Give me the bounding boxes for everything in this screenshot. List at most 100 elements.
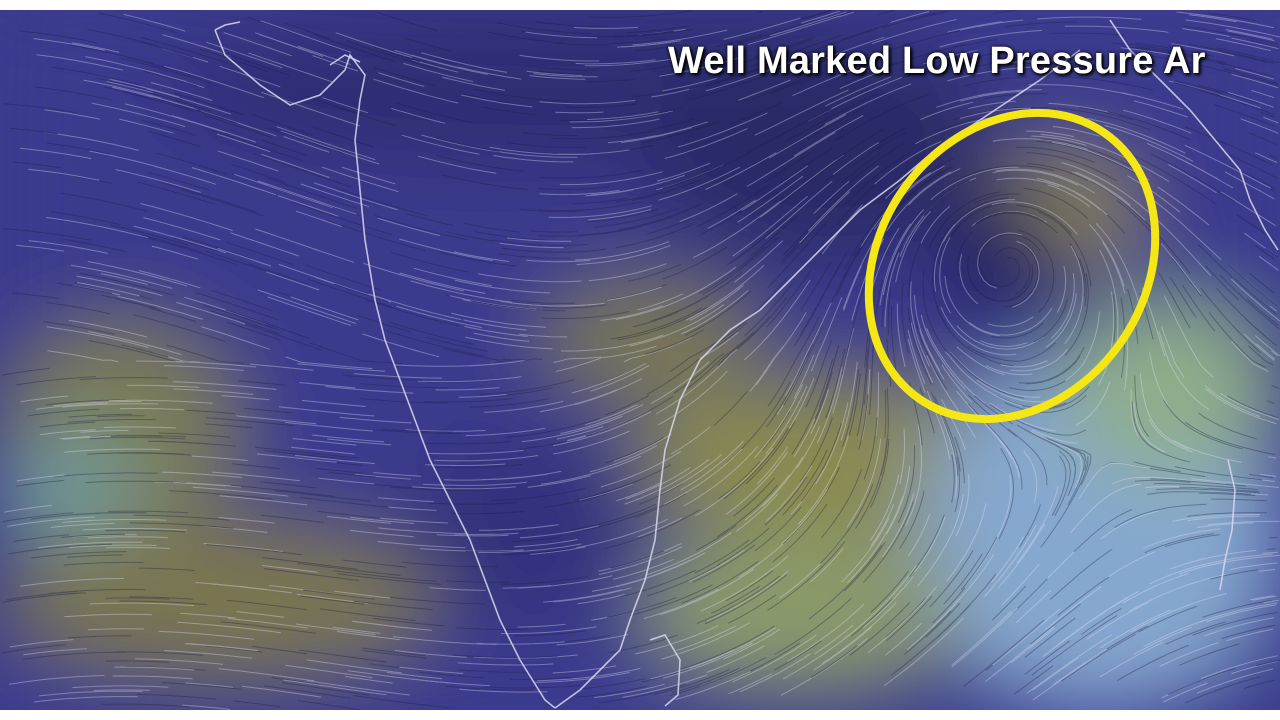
wind-streak xyxy=(468,398,549,408)
wind-streak xyxy=(1012,240,1040,308)
wind-streak xyxy=(1256,343,1276,360)
wind-streak xyxy=(744,474,790,521)
wind-streak xyxy=(421,134,492,152)
wind-streak xyxy=(236,611,285,618)
wind-streak xyxy=(841,153,881,184)
wind-streak xyxy=(587,208,652,221)
wind-streak xyxy=(74,512,147,516)
wind-streak xyxy=(600,450,682,488)
wind-streak xyxy=(637,517,683,538)
wind-streak xyxy=(9,127,58,135)
wind-streak xyxy=(62,435,111,440)
wind-streak xyxy=(129,522,234,529)
wind-streak xyxy=(1170,549,1257,570)
wind-streak xyxy=(629,59,701,72)
wind-streak xyxy=(1158,330,1210,411)
wind-streak xyxy=(205,417,294,427)
wind-streak xyxy=(1032,654,1100,701)
wind-streak xyxy=(449,295,537,310)
wind-streak xyxy=(632,311,679,328)
wind-streak xyxy=(553,42,610,46)
wind-streak xyxy=(50,522,115,528)
wind-streak xyxy=(526,70,583,76)
wind-streak xyxy=(641,121,719,144)
wind-streak xyxy=(741,165,809,211)
wind-streak xyxy=(997,523,1046,589)
wind-streak xyxy=(885,623,922,656)
wind-streak xyxy=(810,389,829,435)
wind-streak xyxy=(299,382,356,389)
wind-streak xyxy=(49,589,146,594)
wind-streak xyxy=(617,40,681,48)
wind-streak xyxy=(454,532,519,536)
wind-streak xyxy=(2,367,50,376)
wind-streak xyxy=(878,10,895,16)
wind-streak xyxy=(754,384,804,458)
wind-streak xyxy=(813,180,850,214)
wind-streak xyxy=(74,281,153,300)
wind-streak xyxy=(106,546,171,549)
wind-streak xyxy=(738,19,816,44)
wind-streak xyxy=(1240,313,1278,347)
wind-streak xyxy=(1228,264,1279,307)
wind-streak xyxy=(630,584,713,616)
wind-streak xyxy=(515,634,611,645)
wind-streak xyxy=(1148,562,1210,585)
wind-streak xyxy=(821,468,863,539)
wind-streak xyxy=(176,361,257,368)
wind-streak xyxy=(47,302,111,315)
wind-streak xyxy=(171,115,257,143)
wind-streak xyxy=(989,402,1056,432)
wind-streak xyxy=(125,666,206,671)
wind-streak xyxy=(1176,11,1264,27)
wind-streak xyxy=(186,409,235,415)
wind-streak xyxy=(1085,625,1148,664)
wind-streak xyxy=(2,644,66,654)
wind-streak xyxy=(694,539,750,574)
wind-streak xyxy=(1040,138,1139,172)
wind-streak xyxy=(525,31,598,39)
wind-streak xyxy=(70,264,173,289)
wind-streak xyxy=(43,321,115,335)
wind-streak xyxy=(173,388,254,395)
wind-streak xyxy=(423,440,512,445)
wind-streak xyxy=(458,66,522,80)
wind-streak xyxy=(216,133,271,153)
wind-streak xyxy=(259,481,316,489)
wind-streak xyxy=(266,271,320,291)
wind-streak xyxy=(161,47,209,63)
wind-streak xyxy=(1173,439,1242,463)
wind-streak xyxy=(1250,595,1274,601)
wind-streak xyxy=(53,472,158,478)
wind-streak xyxy=(956,346,1005,376)
wind-streak xyxy=(1185,421,1276,456)
wind-streak xyxy=(459,688,548,693)
wind-streak xyxy=(947,66,1035,82)
wind-streak xyxy=(939,29,1043,48)
wind-streak xyxy=(705,55,797,87)
wind-streak xyxy=(1247,132,1278,146)
wind-streak xyxy=(1161,49,1225,64)
wind-streak xyxy=(1198,412,1257,440)
wind-streak xyxy=(817,366,843,443)
wind-streak xyxy=(732,634,817,683)
wind-streak xyxy=(973,264,1034,302)
wind-streak xyxy=(559,115,640,122)
wind-streak xyxy=(252,114,314,136)
wind-streak xyxy=(152,352,200,363)
wind-streak xyxy=(615,191,663,203)
wind-streak xyxy=(142,70,197,87)
wind-streak xyxy=(1111,476,1184,485)
wind-streak xyxy=(676,625,736,651)
wind-streak xyxy=(863,332,871,405)
wind-streak xyxy=(615,224,693,249)
wind-streak xyxy=(111,452,184,455)
wind-streak xyxy=(825,348,846,419)
wind-streak xyxy=(119,118,174,134)
wind-streak xyxy=(610,38,667,44)
wind-streak xyxy=(1078,462,1150,500)
wind-streak xyxy=(32,86,112,101)
wind-streak xyxy=(658,166,741,201)
wind-streak xyxy=(1047,514,1121,579)
wind-streak xyxy=(64,448,161,453)
